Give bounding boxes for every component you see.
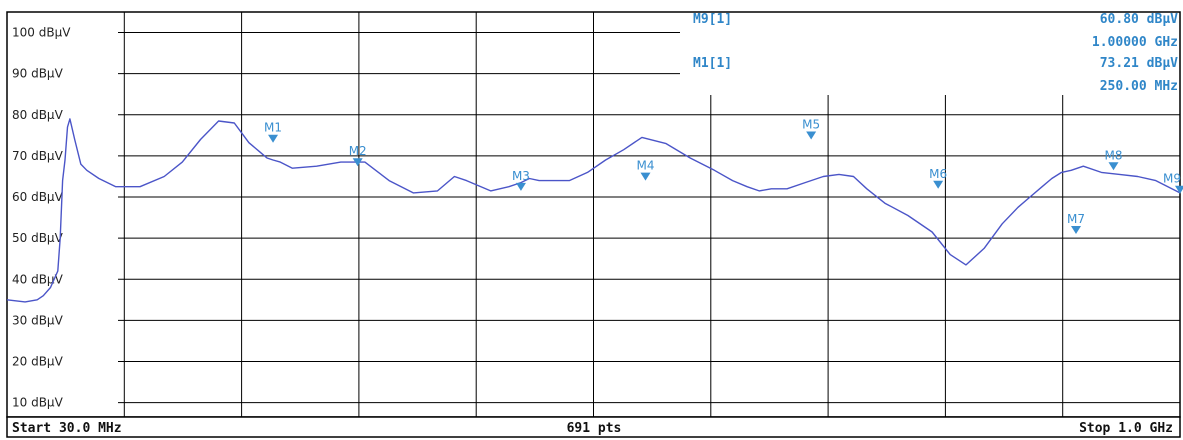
marker-m7: M7 <box>1067 212 1085 235</box>
m1-readout-level: 73.21 dBµV <box>1100 56 1178 71</box>
stop-frequency: Stop 1.0 GHz <box>1079 421 1173 436</box>
y-tick-label: 90 dBµV <box>12 67 64 81</box>
marker-m4: M4 <box>636 159 654 181</box>
marker-triangle-icon <box>1108 162 1119 171</box>
marker-triangle-icon <box>933 180 944 189</box>
marker-label: M5 <box>802 117 820 131</box>
marker-triangle-icon <box>515 182 526 191</box>
marker-m3: M3 <box>512 169 530 191</box>
y-tick-label: 60 dBµV <box>12 190 64 204</box>
marker-m9: M9 <box>1163 172 1183 194</box>
marker-readout: M9[1] 60.80 dBµV 1.00000 GHz M1[1] 73.21… <box>693 12 1178 94</box>
marker-label: M9 <box>1163 172 1181 186</box>
marker-triangle-icon <box>806 131 817 140</box>
grid <box>118 12 1180 417</box>
sweep-points: 691 pts <box>567 421 622 436</box>
m9-readout-level: 60.80 dBµV <box>1100 12 1178 27</box>
marker-layer: M1 M2 M3 M4 M5 M6 M7 M8 M9 <box>264 117 1183 235</box>
marker-triangle-icon <box>1175 185 1183 194</box>
trace-layer <box>6 118 1181 303</box>
y-tick-label: 40 dBµV <box>12 272 64 286</box>
y-tick-label: 30 dBµV <box>12 313 64 327</box>
start-frequency: Start 30.0 MHz <box>12 421 122 436</box>
marker-m8: M8 <box>1104 148 1122 171</box>
m9-readout-frequency: 1.00000 GHz <box>1092 35 1178 50</box>
marker-m5: M5 <box>802 117 820 140</box>
y-tick-label: 20 dBµV <box>12 354 64 368</box>
status-bar <box>6 416 1181 438</box>
m1-readout-label: M1[1] <box>693 56 732 71</box>
y-tick-label: 70 dBµV <box>12 149 64 163</box>
m9-readout-label: M9[1] <box>693 12 732 27</box>
y-tick-label: 10 dBµV <box>12 396 64 410</box>
m1-readout-frequency: 250.00 MHz <box>1100 79 1178 94</box>
marker-m1: M1 <box>264 121 282 143</box>
marker-label: M6 <box>929 167 947 181</box>
marker-triangle-icon <box>640 172 651 181</box>
marker-m6: M6 <box>929 167 947 189</box>
marker-label: M7 <box>1067 212 1085 226</box>
spectrum-trace <box>6 118 1181 303</box>
marker-label: M3 <box>512 169 530 183</box>
marker-triangle-icon <box>268 134 279 143</box>
marker-m2: M2 <box>349 144 367 167</box>
y-axis-labels: 100 dBµV 90 dBµV 80 dBµV 70 dBµV 60 dBµV 50 d… <box>12 26 71 410</box>
y-tick-label: 50 dBµV <box>12 231 64 245</box>
y-tick-label: 80 dBµV <box>12 108 64 122</box>
y-tick-label: 100 dBµV <box>12 26 71 40</box>
marker-label: M2 <box>349 144 367 158</box>
marker-triangle-icon <box>352 158 363 167</box>
marker-label: M1 <box>264 121 282 135</box>
marker-label: M4 <box>636 159 654 173</box>
marker-label: M8 <box>1104 148 1122 162</box>
marker-triangle-icon <box>1071 226 1082 235</box>
